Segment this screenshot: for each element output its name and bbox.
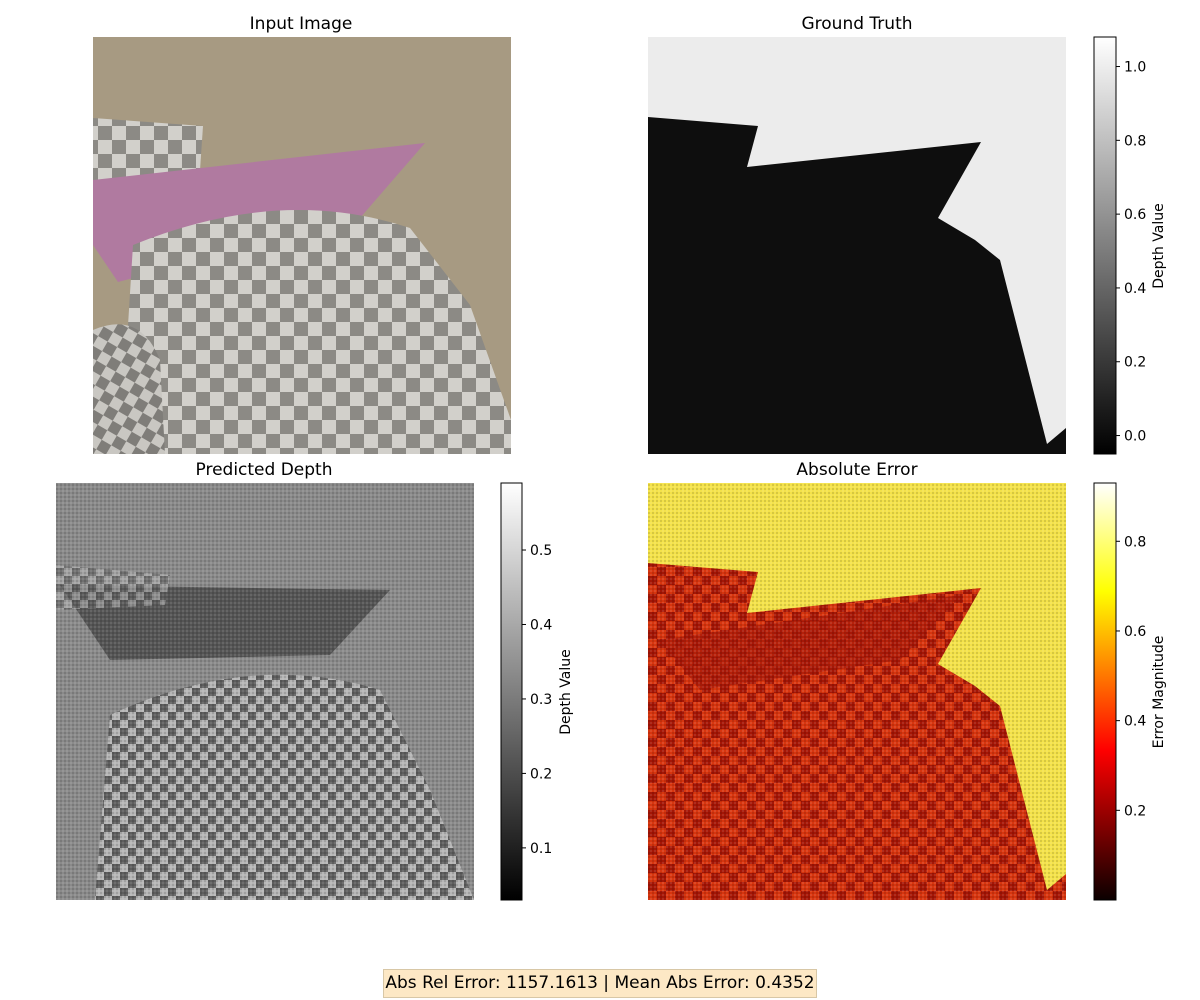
- gt-near-region: [648, 117, 1066, 454]
- gt-colorbar-ticks: 0.0 0.2 0.4 0.6 0.8 1.0: [1116, 60, 1146, 445]
- error-image: [648, 483, 1066, 900]
- colorbar-tick-label: 0.6: [1124, 624, 1146, 640]
- pred-image: [56, 483, 474, 900]
- input-cylinder: [120, 210, 511, 454]
- metrics-summary: Abs Rel Error: 1157.1613 | Mean Abs Erro…: [383, 969, 817, 998]
- colorbar-tick-label: 0.3: [530, 692, 552, 708]
- error-title: Absolute Error: [796, 460, 917, 480]
- pred-colorbar: [500, 482, 523, 901]
- input-title: Input Image: [250, 14, 353, 34]
- colorbar-tick-label: 0.1: [530, 841, 552, 857]
- colorbar-tick-label: 0.6: [1124, 207, 1146, 223]
- colorbar-tick-label: 0.5: [530, 543, 552, 559]
- colorbar-tick-label: 0.2: [1124, 355, 1146, 371]
- colorbar-tick-label: 0.4: [1124, 714, 1146, 730]
- colorbar-tick-label: 0.2: [530, 766, 552, 782]
- colorbar-tick-label: 0.2: [1124, 803, 1146, 819]
- pred-title: Predicted Depth: [196, 460, 333, 480]
- pred-colorbar-label: Depth Value: [558, 649, 574, 735]
- input-image: [93, 37, 511, 454]
- gt-colorbar: [1093, 36, 1117, 455]
- gt-image: [648, 37, 1066, 454]
- colorbar-tick-label: 0.8: [1124, 133, 1146, 149]
- colorbar-tick-label: 0.4: [1124, 281, 1146, 297]
- colorbar-tick-label: 0.0: [1124, 429, 1146, 445]
- colorbar-tick-label: 0.4: [530, 617, 552, 633]
- gt-title: Ground Truth: [801, 14, 912, 34]
- error-colorbar-label: Error Magnitude: [1151, 636, 1167, 749]
- pred-colorbar-ticks: 0.1 0.2 0.3 0.4 0.5: [522, 543, 552, 857]
- colorbar-tick-label: 0.8: [1124, 534, 1146, 550]
- error-colorbar: [1093, 482, 1117, 901]
- input-sphere: [93, 324, 165, 454]
- colorbar-tick-label: 1.0: [1124, 60, 1146, 76]
- gt-colorbar-label: Depth Value: [1151, 203, 1167, 289]
- error-colorbar-ticks: 0.2 0.4 0.6 0.8: [1116, 534, 1146, 819]
